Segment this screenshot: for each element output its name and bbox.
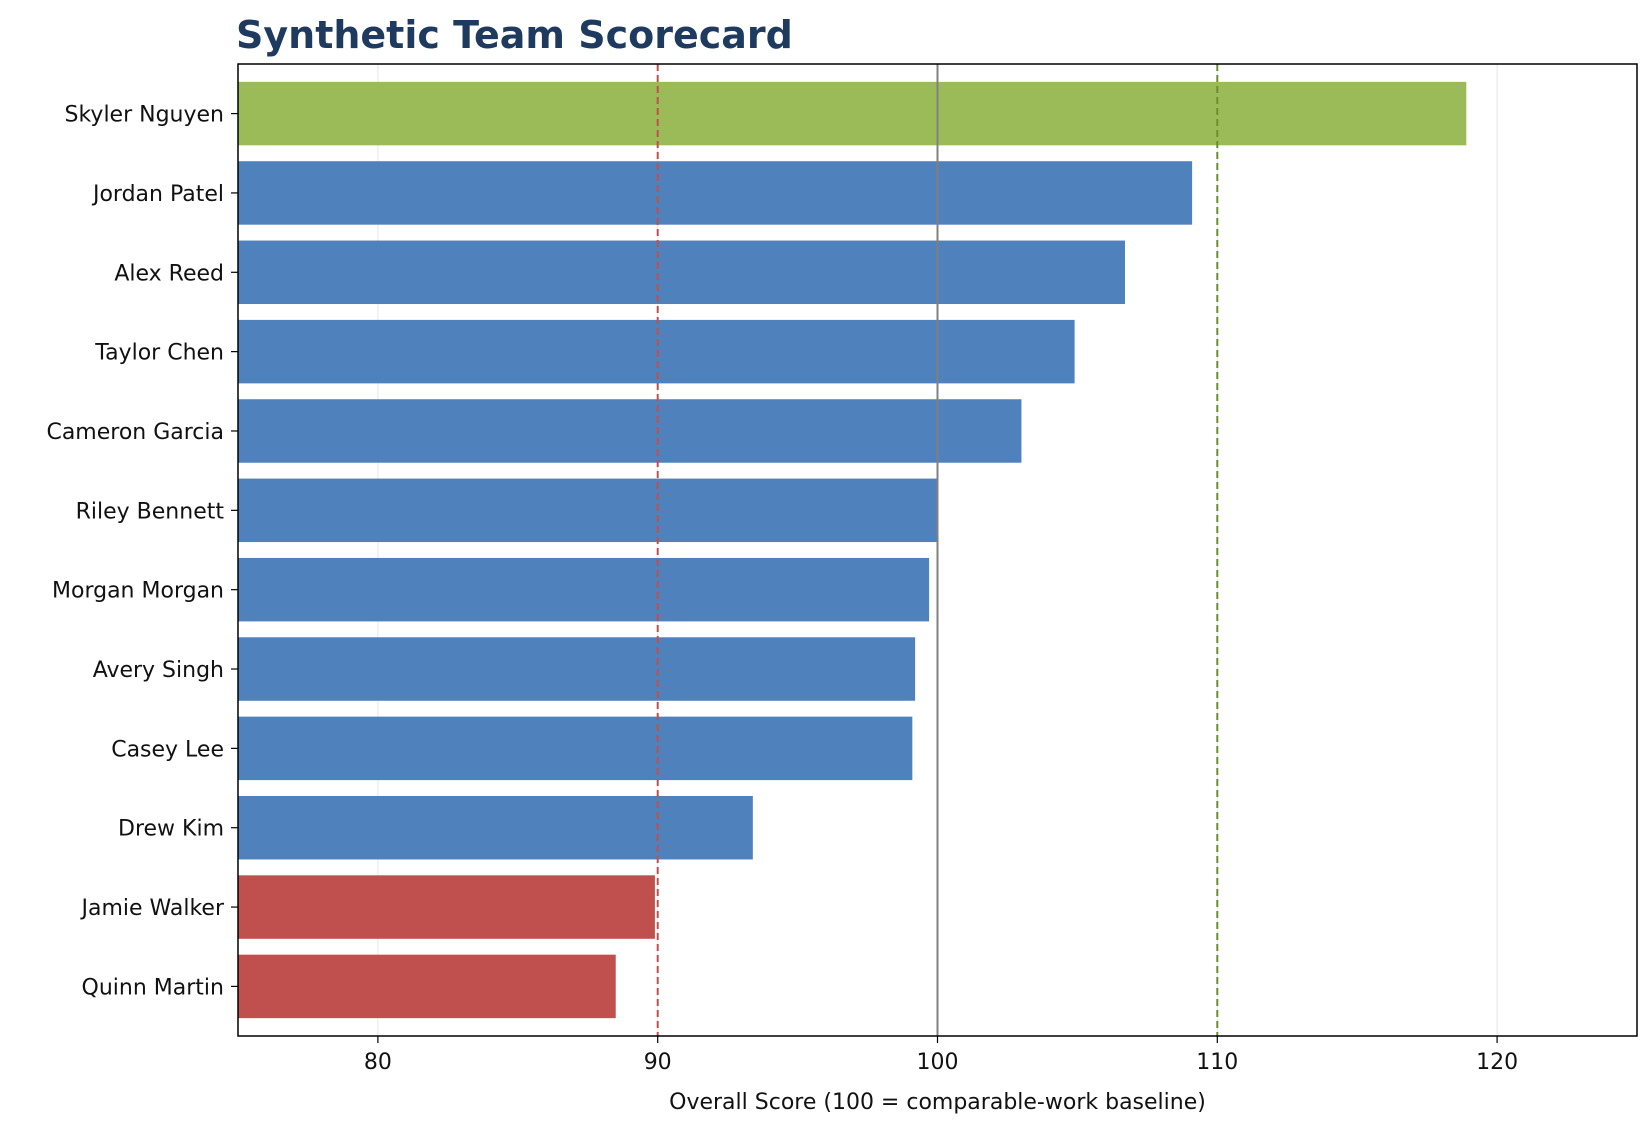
x-tick-label: 110 [1196, 1050, 1238, 1075]
bar-morgan-morgan [238, 557, 930, 622]
bar-casey-lee [238, 716, 913, 781]
bar-avery-singh [238, 637, 916, 701]
bar-taylor-chen [238, 319, 1075, 384]
x-axis-label: Overall Score (100 = comparable-work bas… [669, 1090, 1206, 1115]
category-label: Jamie Walker [79, 896, 224, 921]
x-ticks-layer: 80 90 100 110 120 [364, 1036, 1518, 1075]
bars-layer [238, 81, 1467, 1019]
category-label: Casey Lee [111, 737, 224, 762]
chart-title: Synthetic Team Scorecard [236, 13, 793, 57]
bar-skyler-nguyen [238, 81, 1467, 146]
category-label: Taylor Chen [94, 341, 224, 366]
x-tick-label: 80 [364, 1050, 392, 1075]
category-label: Riley Bennett [76, 499, 225, 524]
x-tick-label: 90 [644, 1050, 672, 1075]
category-label: Drew Kim [118, 817, 224, 842]
bar-quinn-martin [238, 954, 616, 1019]
bar-cameron-garcia [238, 399, 1022, 463]
x-tick-label: 100 [917, 1050, 959, 1075]
category-label: Alex Reed [114, 261, 224, 286]
bar-drew-kim [238, 795, 753, 860]
category-label: Skyler Nguyen [65, 103, 225, 128]
bar-jamie-walker [238, 875, 655, 939]
category-label: Jordan Patel [91, 182, 224, 207]
x-tick-label: 120 [1476, 1050, 1518, 1075]
reference-lines-layer [656, 64, 1219, 1036]
bar-jordan-patel [238, 161, 1193, 225]
category-label: Avery Singh [93, 658, 224, 683]
bar-riley-bennett [238, 478, 938, 543]
category-label: Cameron Garcia [46, 420, 224, 445]
category-label: Morgan Morgan [52, 579, 224, 604]
bar-alex-reed [238, 240, 1125, 305]
category-label: Quinn Martin [82, 975, 224, 1000]
category-labels-layer: Skyler Nguyen Jordan Patel Alex Reed Taylor… [46, 103, 238, 1000]
